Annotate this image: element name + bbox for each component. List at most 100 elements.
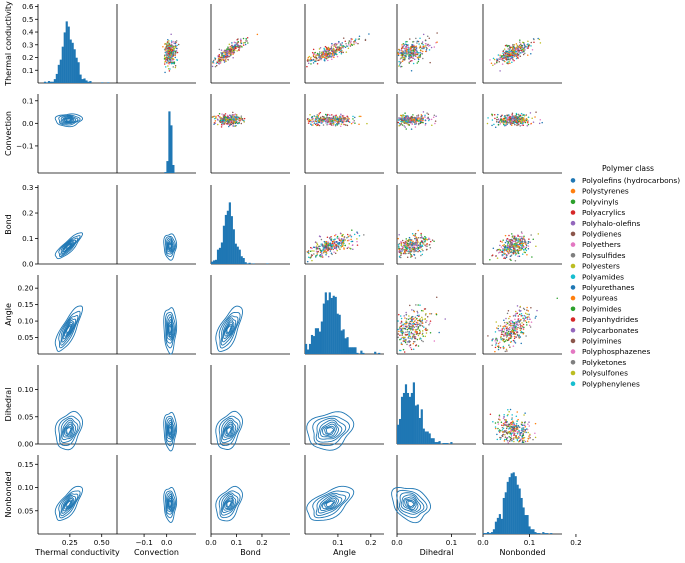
scatter-point [511, 320, 513, 322]
scatter-point [508, 235, 510, 237]
scatter-point [424, 308, 426, 310]
scatter-point [221, 118, 223, 120]
panel-convection-vs-convection [117, 94, 196, 173]
scatter-point [499, 54, 501, 56]
scatter-point [216, 62, 218, 64]
scatter-point [511, 124, 513, 126]
scatter-point [427, 316, 429, 318]
scatter-point [419, 246, 421, 248]
hist-bar [505, 492, 507, 534]
scatter-point [507, 313, 509, 315]
scatter-point [511, 50, 513, 52]
scatter-point [500, 437, 502, 439]
scatter-point [229, 50, 231, 52]
scatter-point [217, 124, 219, 126]
scatter-point [528, 435, 530, 437]
scatter-point [511, 120, 512, 122]
scatter-point [420, 119, 422, 121]
hist-bar [417, 405, 419, 444]
scatter-point [325, 46, 327, 48]
scatter-point [533, 121, 535, 123]
scatter-point [421, 237, 423, 239]
scatter-point [415, 38, 417, 40]
scatter-point [505, 326, 507, 328]
scatter-point [500, 430, 502, 432]
hist-bar [85, 80, 87, 83]
scatter-point [507, 251, 509, 253]
scatter-point [311, 121, 313, 123]
panel-nonbonded-vs-thermal-conductivity [38, 455, 117, 534]
scatter-point [335, 116, 337, 118]
scatter-point [173, 55, 175, 57]
hist-bar [378, 353, 380, 354]
scatter-point [320, 121, 322, 123]
scatter-point [503, 414, 505, 416]
scatter-point [352, 122, 354, 124]
panel-dihedral-vs-dihedral [397, 365, 476, 444]
scatter-point [406, 344, 408, 346]
scatter-point [341, 242, 343, 244]
scatter-point [512, 421, 514, 423]
scatter-point [506, 339, 508, 341]
scatter-point [522, 440, 524, 442]
hist-bar [70, 40, 72, 83]
scatter-point [425, 39, 427, 41]
scatter-point [428, 237, 430, 239]
scatter-point [338, 246, 340, 248]
scatter-point [528, 421, 530, 423]
scatter-point [416, 50, 418, 52]
scatter-point [522, 315, 524, 317]
scatter-point [412, 114, 414, 116]
scatter-point [315, 60, 317, 62]
scatter-point [502, 429, 504, 431]
scatter-point [529, 319, 531, 321]
scatter-point [165, 49, 167, 51]
scatter-point [335, 244, 337, 246]
scatter-point [412, 120, 414, 122]
scatter-point [325, 118, 327, 120]
scatter-point [228, 53, 230, 55]
scatter-point [399, 64, 401, 66]
scatter-point [336, 247, 338, 249]
scatter-point [429, 45, 431, 47]
scatter-point [499, 429, 501, 431]
scatter-point [529, 434, 531, 436]
hist-bar [339, 315, 341, 354]
scatter-point [428, 324, 430, 326]
scatter-point [422, 120, 424, 122]
scatter-point [326, 48, 328, 50]
scatter-point [398, 314, 400, 316]
scatter-point [498, 118, 500, 120]
scatter-point [524, 422, 526, 424]
hist-bar [315, 328, 317, 354]
scatter-point [513, 332, 515, 334]
scatter-point [231, 42, 233, 44]
panel-angle-vs-nonbonded [483, 275, 562, 354]
scatter-point [501, 424, 503, 426]
scatter-point [508, 411, 510, 413]
scatter-point [409, 57, 411, 59]
scatter-point [515, 426, 517, 428]
scatter-point [322, 119, 324, 121]
scatter-point [508, 318, 510, 320]
scatter-point [505, 53, 507, 55]
scatter-point [510, 47, 512, 49]
scatter-point [429, 49, 431, 51]
scatter-point [310, 120, 312, 122]
scatter-point [493, 248, 495, 250]
scatter-point [526, 250, 528, 252]
hist-bar [348, 347, 350, 354]
scatter-point [409, 54, 411, 56]
scatter-point [417, 328, 419, 330]
scatter-point [418, 43, 420, 45]
scatter-point [427, 44, 429, 46]
hist-bar [170, 125, 172, 173]
scatter-point [506, 349, 508, 351]
hist-bar [223, 226, 225, 264]
scatter-point [424, 115, 426, 117]
scatter-point [504, 439, 506, 441]
scatter-point [397, 337, 399, 339]
scatter-point [519, 323, 521, 325]
scatter-point [492, 338, 494, 340]
scatter-point [498, 345, 500, 347]
